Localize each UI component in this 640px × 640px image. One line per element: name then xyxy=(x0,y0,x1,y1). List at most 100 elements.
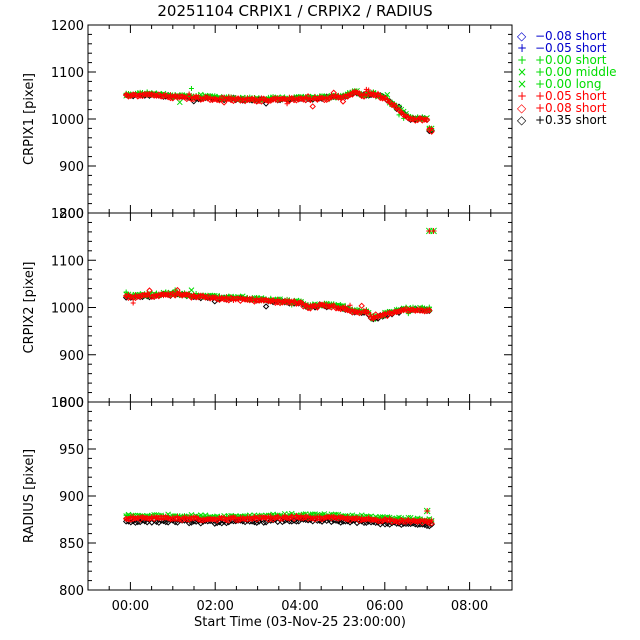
legend-label: +0.35 short xyxy=(535,113,607,127)
data-point xyxy=(370,516,377,523)
data-point xyxy=(125,93,132,100)
data-point xyxy=(337,519,344,526)
y-tick-label: 1000 xyxy=(51,302,84,317)
data-point xyxy=(330,89,337,96)
data-point xyxy=(188,95,195,103)
data-point xyxy=(381,521,389,528)
data-point xyxy=(197,96,204,103)
data-point xyxy=(157,514,165,521)
data-point xyxy=(328,515,335,522)
data-point xyxy=(260,514,267,521)
data-point xyxy=(407,115,414,123)
legend-label: +0.00 short xyxy=(535,53,607,67)
legend-symbol: × xyxy=(517,65,527,79)
data-point xyxy=(272,514,279,521)
y-tick-label: 900 xyxy=(59,490,84,505)
panel-1: 800 900 1000 1100 1200 CRPIX1 [pixel] xyxy=(22,19,513,222)
data-point xyxy=(297,514,305,522)
data-point xyxy=(349,515,356,522)
data-point xyxy=(188,85,194,91)
data-point xyxy=(185,519,193,527)
data-point xyxy=(160,514,167,521)
data-point xyxy=(190,514,197,522)
data-points xyxy=(122,227,437,323)
data-point xyxy=(255,514,263,521)
data-point xyxy=(377,518,384,525)
data-point xyxy=(384,517,391,524)
data-point xyxy=(202,516,209,523)
data-point xyxy=(244,516,251,523)
data-point xyxy=(220,296,228,303)
data-point xyxy=(402,518,410,526)
data-point xyxy=(188,515,195,522)
data-point xyxy=(150,92,158,99)
data-point xyxy=(400,518,407,526)
data-point xyxy=(246,96,253,103)
legend-label: −0.08 short xyxy=(535,29,607,43)
data-point xyxy=(232,96,239,103)
y-tick-label: 800 xyxy=(59,207,84,222)
y-tick-label: 900 xyxy=(59,160,84,175)
data-point xyxy=(136,293,144,300)
data-point xyxy=(125,516,132,523)
data-point xyxy=(323,96,330,103)
data-point xyxy=(346,91,354,99)
x-tick-label: 08:00 xyxy=(451,599,488,614)
data-point xyxy=(251,298,258,305)
data-point xyxy=(407,306,414,313)
data-point xyxy=(139,291,146,299)
data-point xyxy=(255,297,263,304)
data-point xyxy=(328,304,335,311)
y-tick-label: 800 xyxy=(59,396,84,411)
data-point xyxy=(365,310,372,318)
data-point xyxy=(335,94,342,101)
data-point xyxy=(216,296,223,303)
data-point xyxy=(253,98,260,105)
x-axis-label: Start Time (03-Nov-25 23:00:00) xyxy=(194,615,406,630)
data-point xyxy=(428,520,435,527)
legend-symbol: + xyxy=(517,53,527,67)
data-point xyxy=(374,517,382,525)
data-point xyxy=(379,95,386,102)
data-point xyxy=(253,516,260,523)
panel-2: 800 900 1000 1100 1200 CRPIX2 [pixel] xyxy=(22,207,513,411)
data-point xyxy=(218,520,225,527)
data-point xyxy=(356,517,363,524)
data-point xyxy=(393,308,400,316)
data-point xyxy=(267,298,274,305)
y-tick-label: 950 xyxy=(59,443,84,458)
data-point xyxy=(209,516,216,523)
y-tick-label: 1100 xyxy=(51,254,84,269)
data-point xyxy=(262,303,270,310)
data-point xyxy=(314,515,321,522)
data-point xyxy=(412,117,419,124)
data-point xyxy=(429,517,435,523)
data-point xyxy=(428,128,435,135)
data-point xyxy=(284,101,290,107)
y-tick-label: 1100 xyxy=(51,66,84,81)
data-point xyxy=(181,514,187,520)
data-points xyxy=(122,507,435,530)
data-point xyxy=(241,97,249,105)
data-point xyxy=(209,294,216,301)
data-point xyxy=(365,90,372,98)
y-axis-label: CRPIX2 [pixel] xyxy=(22,261,37,353)
data-point xyxy=(132,515,139,522)
data-point xyxy=(167,292,174,299)
data-point xyxy=(155,514,163,522)
data-point xyxy=(339,98,347,105)
data-point xyxy=(328,518,335,526)
data-point xyxy=(125,294,132,301)
data-point xyxy=(234,516,242,524)
data-point xyxy=(363,515,370,523)
data-point xyxy=(160,93,167,100)
data-point xyxy=(414,518,421,525)
legend-symbol: ◇ xyxy=(517,101,527,115)
data-point xyxy=(267,97,274,104)
data-point xyxy=(388,518,396,526)
data-point xyxy=(183,516,190,523)
data-point xyxy=(414,116,421,124)
data-point xyxy=(426,307,433,314)
data-point xyxy=(185,516,193,523)
